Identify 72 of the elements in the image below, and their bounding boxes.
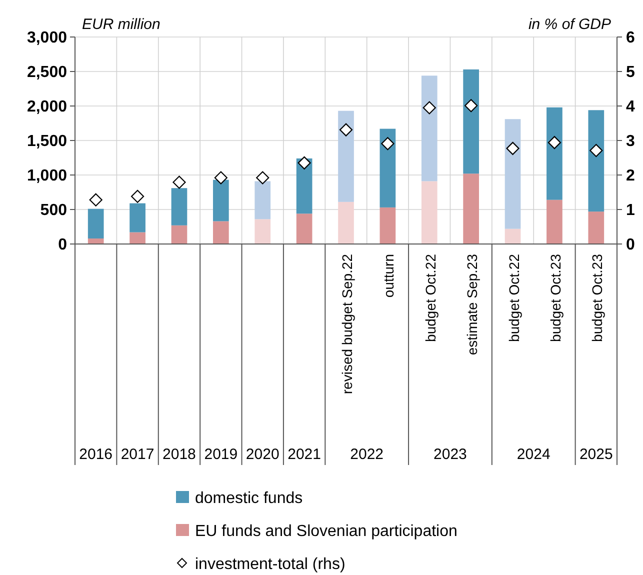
text: 2024 xyxy=(516,446,550,463)
y2-tick-label: 0 xyxy=(626,236,635,254)
y2-tick-label: 2 xyxy=(626,168,635,185)
y-axis-title: EUR million xyxy=(82,16,160,33)
point xyxy=(464,99,478,112)
bar xyxy=(213,221,229,244)
bar xyxy=(254,181,271,220)
bar xyxy=(88,208,104,238)
y-tick-label: 500 xyxy=(40,202,68,220)
point xyxy=(339,123,353,136)
text: 2018 xyxy=(162,446,196,463)
bar xyxy=(380,128,396,208)
y2-tick-label: 3 xyxy=(626,133,635,150)
x-tick-label: budget Oct.22 xyxy=(422,254,438,342)
bar xyxy=(546,200,562,244)
point xyxy=(214,171,228,184)
bar xyxy=(213,180,229,222)
bar xyxy=(130,203,146,232)
bar xyxy=(254,219,271,244)
bar xyxy=(588,110,604,212)
point xyxy=(381,137,394,150)
bar xyxy=(504,119,521,229)
y-tick-label: 1,000 xyxy=(26,168,68,185)
bar xyxy=(171,225,188,244)
point xyxy=(298,156,311,170)
bar xyxy=(504,228,521,244)
y-tick-label: 1,500 xyxy=(26,133,68,150)
y2-tick-label: 4 xyxy=(626,98,635,116)
x-tick-label: budget Oct.22 xyxy=(506,254,522,342)
bar xyxy=(338,110,354,202)
text: 2023 xyxy=(434,446,467,463)
y-tick-label: 3,000 xyxy=(26,30,68,47)
point xyxy=(422,101,436,114)
y-tick-label: 0 xyxy=(58,236,68,254)
bar xyxy=(588,212,604,244)
y-tick-label: 2,000 xyxy=(26,98,68,116)
bar xyxy=(546,107,562,200)
point xyxy=(506,142,520,155)
x-tick-label: budget Oct.23 xyxy=(547,254,564,342)
text: 2022 xyxy=(350,446,384,463)
bar xyxy=(421,76,438,182)
y2-tick-label: 5 xyxy=(626,64,635,82)
y2-tick-label: 6 xyxy=(626,30,635,47)
y-tick-label: 2,500 xyxy=(26,64,68,82)
text: 2019 xyxy=(204,446,238,463)
point xyxy=(548,136,562,150)
legend-label: EU funds and Slovenian participation xyxy=(195,523,458,540)
text: 2020 xyxy=(246,446,280,463)
y2-axis-title: in % of GDP xyxy=(528,16,611,33)
bar xyxy=(421,181,438,244)
bar xyxy=(380,207,396,244)
bar xyxy=(463,174,479,244)
bar xyxy=(130,232,146,244)
x-tick-label: revised budget Sep.22 xyxy=(339,254,355,394)
x-tick-label: budget Oct.23 xyxy=(589,254,606,342)
legend-label: domestic funds xyxy=(195,490,303,507)
text: 2025 xyxy=(579,446,613,463)
text: 2021 xyxy=(288,446,321,463)
bar xyxy=(296,214,312,244)
x-tick-label: outturn xyxy=(380,254,397,298)
legend-label: investment-total (rhs) xyxy=(195,556,346,573)
point xyxy=(256,171,270,184)
text: 2016 xyxy=(79,446,113,463)
bar xyxy=(338,202,354,244)
bar xyxy=(171,188,188,226)
x-tick-label: estimate Sep.23 xyxy=(464,254,480,356)
bar xyxy=(463,69,479,174)
point xyxy=(590,144,603,158)
text: 2017 xyxy=(120,446,154,463)
bar xyxy=(88,238,104,244)
point xyxy=(172,176,186,189)
y2-tick-label: 1 xyxy=(626,202,635,220)
